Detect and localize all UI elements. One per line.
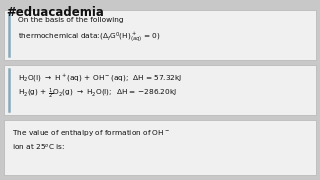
Text: H$_2$O(l) $\rightarrow$ H$^+$(aq) + OH$^-$(aq);  $\Delta$H = 57.32kJ: H$_2$O(l) $\rightarrow$ H$^+$(aq) + OH$^…: [18, 73, 182, 84]
FancyBboxPatch shape: [4, 65, 316, 115]
Text: On the basis of the following: On the basis of the following: [18, 17, 124, 23]
Text: thermochemical data:($\Delta_f$G$^0$(H)$^+_{(aq)}$ = 0): thermochemical data:($\Delta_f$G$^0$(H)$…: [18, 30, 160, 44]
Text: #eduacademia: #eduacademia: [6, 6, 104, 19]
Text: H$_2$(g) + $\frac{1}{2}$O$_2$(g) $\rightarrow$ H$_2$O(l);  $\Delta$H = $-$286.20: H$_2$(g) + $\frac{1}{2}$O$_2$(g) $\right…: [18, 87, 177, 101]
Text: ion at 25$^o$C is:: ion at 25$^o$C is:: [12, 142, 65, 152]
FancyBboxPatch shape: [4, 10, 316, 60]
Text: The value of enthalpy of formation of OH$^-$: The value of enthalpy of formation of OH…: [12, 128, 170, 138]
FancyBboxPatch shape: [4, 120, 316, 175]
